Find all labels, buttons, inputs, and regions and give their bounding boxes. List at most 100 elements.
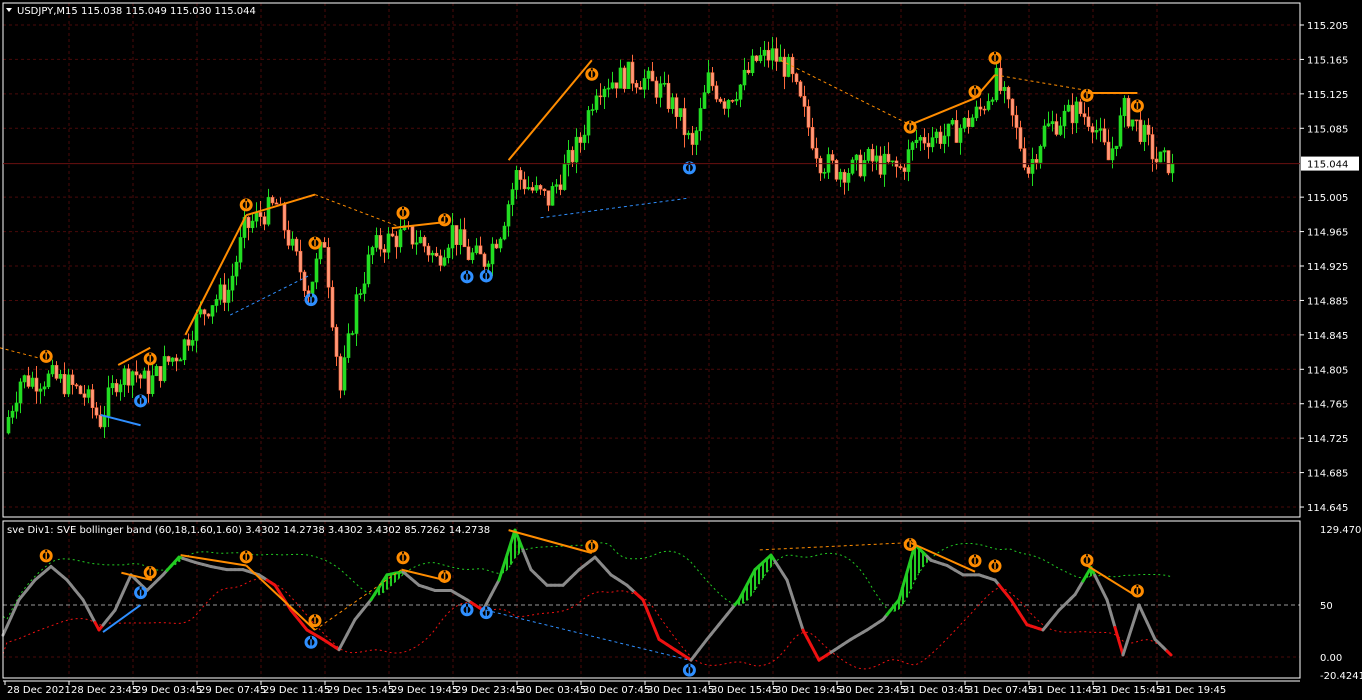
bear-candle — [426, 245, 431, 256]
oscillator-segment — [1125, 628, 1133, 644]
oscillator-segment — [525, 558, 533, 572]
oscillator-segment — [121, 582, 129, 595]
bear-candle — [614, 82, 619, 89]
bull-candle — [590, 109, 595, 111]
bear-candle — [722, 101, 727, 109]
bear-divergence-line — [184, 214, 248, 336]
bear-candle — [330, 286, 335, 328]
oscillator-segment — [13, 598, 21, 611]
oscillator-segment — [897, 584, 905, 602]
bull-candle — [562, 164, 567, 190]
bear-candle — [830, 154, 835, 161]
last-price-box — [1301, 156, 1359, 171]
bull-candle — [1110, 148, 1115, 161]
bear-candle — [782, 56, 787, 77]
bull-candle — [414, 242, 419, 245]
bull-candle — [230, 275, 235, 291]
bull-candle — [430, 252, 435, 256]
bear-candle — [766, 49, 771, 61]
bull-candle — [594, 95, 599, 110]
bear-candle — [818, 158, 823, 174]
bull-candle — [266, 197, 271, 225]
bull-candle — [10, 410, 15, 418]
bull-candle — [738, 84, 743, 100]
bull-candle — [498, 238, 503, 249]
bull-candle — [1142, 124, 1147, 143]
bear-candle — [578, 136, 583, 143]
bear-candle — [298, 250, 303, 273]
oscillator-segment — [1105, 598, 1113, 616]
bear-divergence-line — [780, 59, 911, 126]
bull-candle — [646, 70, 651, 79]
bull-candle — [254, 212, 259, 222]
bull-candle — [686, 132, 691, 136]
bear-candle — [982, 108, 987, 111]
oscillator-segment — [905, 556, 913, 574]
bull-candle — [694, 130, 699, 145]
bull-candle — [862, 160, 867, 177]
bull-candle — [354, 294, 359, 334]
bear-candle — [570, 149, 575, 163]
bull-candle — [86, 389, 91, 398]
bear-candle — [530, 187, 535, 191]
bear-candle — [622, 67, 627, 89]
bear-candle — [322, 242, 327, 248]
bear-divergence-line — [401, 568, 445, 582]
bear-candle — [1106, 141, 1111, 161]
bull-candle — [906, 149, 911, 172]
bull-candle — [742, 69, 747, 86]
bear-candle — [1018, 127, 1023, 149]
bull-candle — [1118, 115, 1123, 147]
collapse-triangle-icon[interactable] — [6, 8, 12, 12]
bear-candle — [718, 98, 723, 102]
time-tick-label: 29 Dec 07:45 — [199, 685, 266, 696]
bear-candle — [814, 147, 819, 159]
bear-candle — [638, 87, 643, 90]
bear-candle — [598, 95, 603, 98]
indicator-tick-label: 0.00 — [1320, 653, 1342, 664]
bear-candle — [114, 383, 119, 393]
bull-candle — [182, 339, 187, 361]
bull-candle — [362, 283, 367, 294]
bear-divergence-line — [507, 59, 593, 161]
bear-candle — [1010, 98, 1015, 116]
time-tick-label: 30 Dec 07:45 — [583, 685, 650, 696]
bear-divergence-line — [508, 529, 593, 554]
price-tick-label: 115.085 — [1307, 124, 1348, 135]
oscillator-segment — [797, 615, 805, 632]
last-price-label: 115.044 — [1307, 160, 1348, 171]
bear-candle — [558, 184, 563, 190]
bear-candle — [78, 385, 83, 395]
bull-candle — [618, 67, 623, 89]
bear-candle — [146, 370, 151, 395]
oscillator-segment — [1121, 640, 1129, 657]
oscillator-segment — [1137, 603, 1145, 616]
bear-candle — [654, 80, 659, 98]
bull-candle — [942, 135, 947, 144]
price-tick-label: 114.645 — [1307, 503, 1348, 514]
bear-candle — [886, 153, 891, 163]
bull-candle — [534, 185, 539, 191]
bear-candle — [62, 374, 67, 395]
bull-candle — [486, 263, 491, 267]
oscillator-segment — [505, 541, 513, 557]
bear-candle — [1078, 101, 1083, 114]
bear-candle — [810, 127, 815, 149]
bull-candle — [122, 368, 127, 385]
bear-candle — [730, 100, 735, 102]
bull-candle — [190, 340, 195, 346]
bear-candle — [286, 229, 291, 246]
bull-candle — [958, 127, 963, 143]
bear-candle — [98, 414, 103, 428]
bear-candle — [710, 72, 715, 87]
bear-divergence-line — [117, 346, 151, 366]
bull-candle — [1050, 121, 1055, 125]
price-tick-label: 115.205 — [1307, 21, 1348, 32]
bull-candle — [446, 247, 451, 259]
bull-candle — [758, 55, 763, 62]
bull-candle — [50, 365, 55, 375]
bear-candle — [262, 216, 267, 225]
bear-candle — [138, 374, 143, 379]
bull-candle — [678, 108, 683, 117]
